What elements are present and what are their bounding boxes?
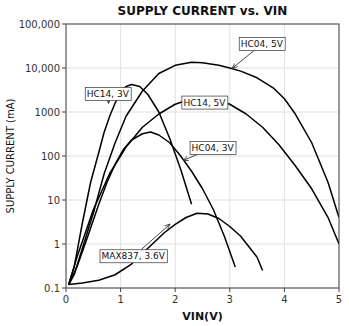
y-tick-label: 0.1 [44,283,60,294]
annotation: HC04, 3V [183,141,236,160]
x-tick [284,288,285,292]
annotation-box [190,141,236,154]
annotations: HC04, 5V HC14, 3V HC14, 5V HC04, 3V MAX837, … [85,38,285,263]
axes: 0.1 1 10 100 1000 10,000 100,000 0 1 2 3 4 5 [19,19,343,306]
grid [66,24,339,288]
x-tick-label: 0 [63,294,69,305]
annotation: HC14, 5V [182,96,228,109]
y-tick [62,288,66,289]
y-tick-label: 10 [47,195,60,206]
y-tick-label: 1000 [35,107,60,118]
x-tick [175,288,176,292]
x-grid-line [284,24,285,288]
y-tick [62,112,66,113]
annotation-box [182,96,228,109]
x-tick [339,288,340,292]
y-grid-line [66,112,339,113]
chart: 0.1 1 10 100 1000 10,000 100,000 0 1 2 3 4 5 SUPPLY C… [0,0,349,326]
plot-frame [66,24,339,288]
series-line [69,98,339,285]
y-grid-line [66,156,339,157]
series-line [69,62,339,284]
annotation-arrow [233,51,255,68]
y-tick [62,156,66,157]
x-tick [120,288,121,292]
lines [69,62,339,284]
x-tick [229,288,230,292]
annotation: HC14, 3V [85,87,131,103]
series-line [69,85,192,285]
y-tick-label: 100 [41,151,60,162]
y-tick [62,68,66,69]
x-axis-label: VIN(V) [182,310,222,323]
series-line [69,132,236,284]
annotation-text: HC04, 5V [241,39,284,49]
annotation-box [239,38,285,51]
annotation-arrow [183,154,197,160]
y-tick-label: 10,000 [25,63,60,74]
annotation: HC04, 5V [233,38,286,68]
annotation-text: HC14, 5V [183,98,226,108]
y-grid-line [66,200,339,201]
x-tick [66,288,67,292]
y-tick-label: 1 [54,239,60,250]
x-tick-label: 4 [281,294,287,305]
annotation-arrow [108,100,109,103]
x-tick-label: 2 [172,294,178,305]
y-tick [62,244,66,245]
annotation-arrow [141,224,170,249]
annotation-text: HC14, 3V [87,89,130,99]
y-tick-label: 100,000 [19,19,60,30]
annotation-box [85,87,131,100]
y-tick [62,200,66,201]
plot-background [66,24,339,288]
y-axis-label: SUPPLY CURRENT (mA) [5,98,16,213]
x-tick-label: 3 [227,294,233,305]
x-grid-line [229,24,230,288]
annotation-box [100,250,167,263]
x-tick-label: 1 [117,294,123,305]
y-grid-line [66,68,339,69]
y-tick [62,24,66,25]
series-line [69,213,263,284]
title: SUPPLY CURRENT vs. VIN [118,4,288,18]
annotation: MAX837, 3.6V [100,224,170,262]
annotation-text: MAX837, 3.6V [101,251,165,261]
y-grid-line [66,244,339,245]
annotation-text: HC04, 3V [192,143,235,153]
x-tick-label: 5 [336,294,342,305]
